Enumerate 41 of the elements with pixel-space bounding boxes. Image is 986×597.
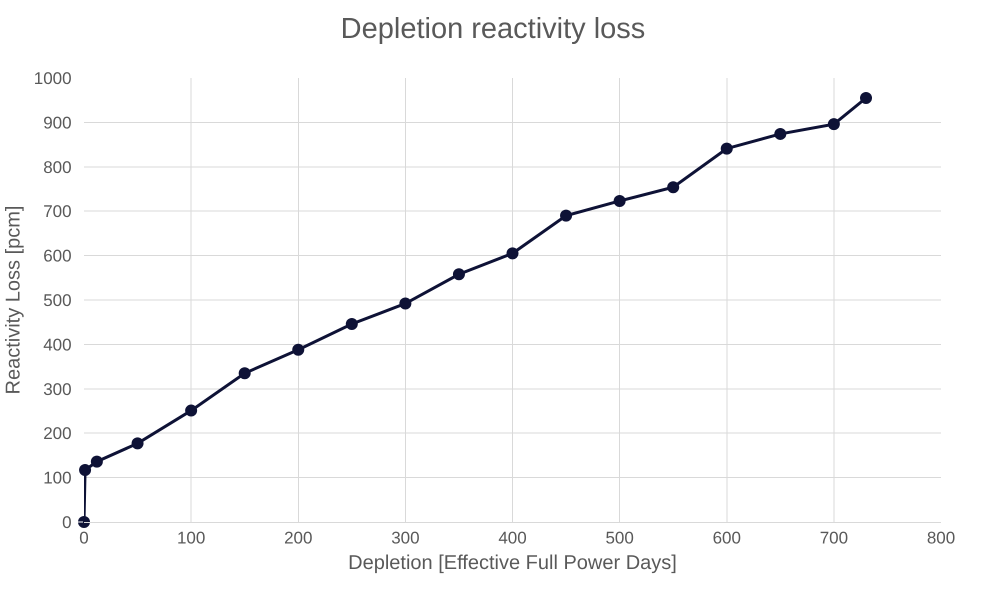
point xyxy=(720,142,733,155)
x-tick-label: 400 xyxy=(498,528,527,548)
y-tick-label: 600 xyxy=(43,246,72,266)
y-tick-label: 400 xyxy=(43,335,72,354)
point xyxy=(399,298,412,310)
point xyxy=(78,516,90,528)
point xyxy=(506,247,518,260)
y-axis-title: Reactivity Loss [pcm] xyxy=(2,206,24,394)
x-tick-label: 700 xyxy=(820,528,848,548)
point xyxy=(774,128,786,140)
point xyxy=(452,268,465,280)
point xyxy=(238,367,251,380)
point xyxy=(132,437,144,450)
x-tick-label: 0 xyxy=(79,528,89,548)
y-tick-label: 800 xyxy=(43,158,72,177)
y-tick-label: 900 xyxy=(43,113,72,132)
point xyxy=(185,404,198,417)
point xyxy=(614,194,626,207)
y-tick-label: 1000 xyxy=(34,68,72,88)
point xyxy=(346,318,358,330)
point xyxy=(292,344,304,356)
x-tick-label: 500 xyxy=(605,528,634,548)
x-tick-label: 300 xyxy=(391,528,420,548)
y-tick-label: 500 xyxy=(43,290,72,310)
x-tick-label: 800 xyxy=(926,528,956,548)
chart-title: Depletion reactivity loss xyxy=(340,13,646,46)
y-tick-label: 200 xyxy=(43,424,72,444)
y-tick-label: 700 xyxy=(43,202,72,222)
point xyxy=(828,118,840,130)
x-axis-title: Depletion [Effective Full Power Days] xyxy=(348,552,677,574)
point xyxy=(79,464,92,476)
point xyxy=(860,92,872,104)
y-tick-label: 300 xyxy=(43,380,72,399)
point xyxy=(560,210,572,222)
x-tick-label: 200 xyxy=(284,528,312,548)
y-tick-label: 100 xyxy=(43,468,72,488)
y-tick-label: 0 xyxy=(62,512,72,532)
x-tick-label: 600 xyxy=(712,528,741,548)
x-tick-label: 100 xyxy=(176,528,206,548)
point xyxy=(667,181,680,194)
point xyxy=(90,456,103,468)
